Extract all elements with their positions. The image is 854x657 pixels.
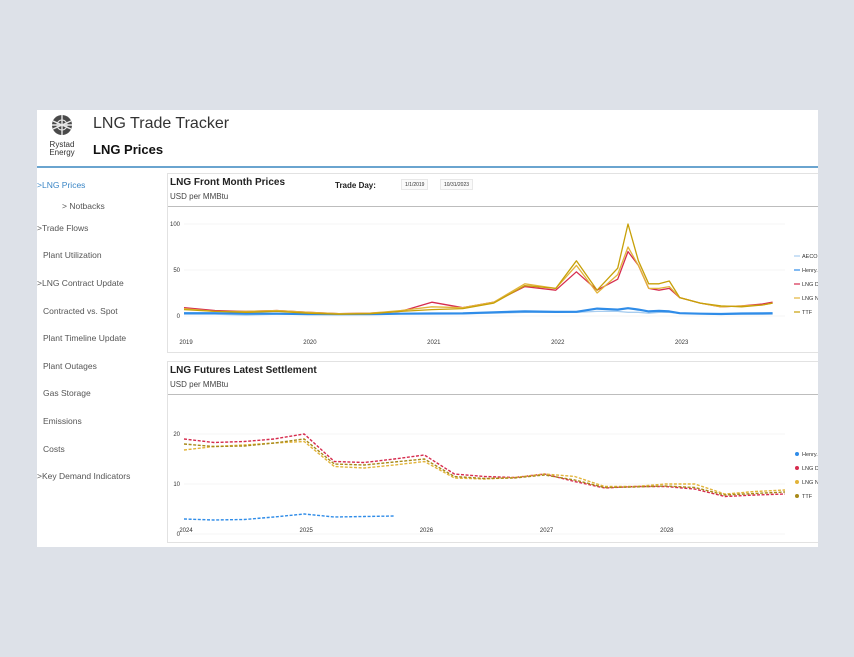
series-line-4 — [183, 223, 773, 315]
sidebar-item-lng-contract-update[interactable]: >LNG Contract Update — [37, 278, 124, 288]
series-line-3 — [183, 246, 773, 315]
sidebar-item-costs[interactable]: Costs — [43, 444, 65, 454]
x-tick-label: 2020 — [303, 340, 317, 346]
legend-label: TTF — [802, 494, 813, 500]
legend-label: LNG N... — [802, 480, 818, 486]
page-title: LNG Prices — [93, 142, 164, 157]
sidebar-item-gas-storage[interactable]: Gas Storage — [43, 388, 91, 398]
trade-day-from-input[interactable]: 1/1/2019 — [401, 179, 429, 190]
panel-divider — [168, 206, 818, 207]
panel-subtitle: USD per MMBtu — [170, 380, 229, 389]
legend-marker — [795, 452, 799, 456]
y-tick-label: 0 — [177, 532, 181, 538]
y-tick-label: 50 — [173, 268, 180, 274]
futures-settlement-panel: LNG Futures Latest Settlement USD per MM… — [167, 361, 818, 543]
front-month-prices-chart[interactable]: 0 50 100 2019 2020 2021 2022 2023 AECO Henry... LN… — [168, 208, 818, 352]
legend-label: Henry... — [802, 452, 818, 458]
legend-label: AECO — [802, 254, 818, 260]
sidebar-item-plant-utilization[interactable]: Plant Utilization — [43, 250, 102, 260]
series-line-0 — [183, 513, 395, 521]
sidebar-item-emissions[interactable]: Emissions — [43, 416, 82, 426]
x-tick-label: 2023 — [675, 340, 689, 346]
legend-label: Henry... — [802, 268, 818, 274]
x-tick-label: 2025 — [300, 528, 314, 534]
logo-line-2: Energy — [49, 148, 75, 157]
sidebar-item-plant-outages[interactable]: Plant Outages — [43, 361, 97, 371]
y-tick-label: 10 — [173, 482, 180, 488]
legend-label: LNG D... — [802, 466, 818, 472]
trade-day-label: Trade Day: — [335, 181, 376, 190]
app-window: Rystad Energy LNG Trade Tracker LNG Price… — [37, 110, 818, 547]
panel-title: LNG Front Month Prices — [170, 177, 285, 188]
x-tick-label: 2021 — [427, 340, 441, 346]
panel-subtitle: USD per MMBtu — [170, 192, 229, 201]
x-tick-label: 2027 — [540, 528, 554, 534]
front-month-prices-panel: LNG Front Month Prices USD per MMBtu Tra… — [167, 173, 818, 353]
x-tick-label: 2024 — [179, 528, 193, 534]
app-title: LNG Trade Tracker — [93, 115, 230, 132]
x-tick-label: 2028 — [660, 528, 674, 534]
legend-label: TTF — [802, 310, 813, 316]
trade-day-to-input[interactable]: 10/31/2023 — [440, 179, 474, 190]
app-header: Rystad Energy LNG Trade Tracker LNG Price… — [37, 110, 818, 168]
x-tick-label: 2019 — [179, 340, 193, 346]
x-tick-label: 2026 — [420, 528, 434, 534]
series-line-1 — [184, 307, 773, 316]
panel-title: LNG Futures Latest Settlement — [170, 365, 317, 376]
series-line-3 — [183, 438, 786, 496]
globe-icon — [52, 115, 72, 135]
logo-line-1: Rystad — [49, 140, 75, 149]
x-tick-label: 2022 — [551, 340, 565, 346]
sidebar-item-contracted-vs-spot[interactable]: Contracted vs. Spot — [43, 306, 118, 316]
series-line-1 — [183, 433, 786, 498]
sidebar-item-lng-prices[interactable]: >LNG Prices — [37, 180, 86, 190]
y-tick-label: 20 — [173, 432, 180, 438]
legend-label: LNG N... — [802, 296, 818, 302]
futures-settlement-chart[interactable]: 0 10 20 2024 2025 2026 2027 2028 Henry... LNG D..… — [168, 396, 818, 542]
rystad-logo: Rystad Energy — [45, 113, 79, 163]
sidebar-item-key-demand-indicators[interactable]: >Key Demand Indicators — [37, 471, 131, 481]
y-tick-label: 0 — [177, 314, 181, 320]
sidebar-item-plant-timeline-update[interactable]: Plant Timeline Update — [43, 333, 127, 343]
legend-marker — [795, 466, 799, 470]
legend-label: LNG D... — [802, 282, 818, 288]
sidebar-item-trade-flows[interactable]: >Trade Flows — [37, 223, 89, 233]
sidebar-item-notbacks[interactable]: > Notbacks — [62, 201, 105, 211]
y-tick-label: 100 — [170, 222, 181, 228]
legend-marker — [795, 480, 799, 484]
legend-marker — [795, 494, 799, 498]
series-line-2 — [183, 440, 786, 495]
panel-divider — [168, 394, 818, 395]
